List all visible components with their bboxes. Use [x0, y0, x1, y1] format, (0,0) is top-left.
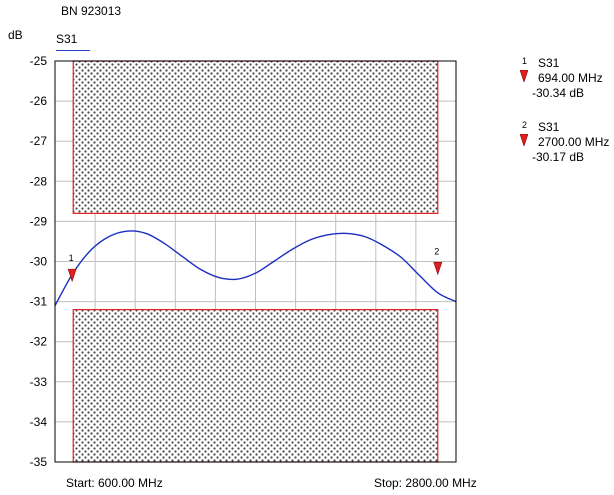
y-tick-label: -29 — [30, 214, 48, 228]
legend-marker-index: 1 — [522, 56, 528, 66]
y-tick-label: -33 — [30, 375, 48, 389]
y-tick-label: -32 — [30, 335, 48, 349]
chart-title: BN 923013 — [61, 4, 122, 18]
trace-line-s31 — [54, 230, 457, 306]
y-tick-labels: -25 -26 -27 -28 -29 -30 -31 -32 -33 -34 -35 — [30, 54, 48, 469]
marker-1-triangle — [67, 268, 77, 283]
legend-marker-frequency: 2700.00 MHz — [538, 135, 610, 149]
legend-marker-trace: S31 — [538, 56, 560, 70]
legend-marker-trace: S31 — [538, 120, 560, 134]
y-tick-label: -25 — [30, 54, 48, 68]
legend-marker-value: -30.34 dB — [532, 86, 585, 100]
legend-marker-frequency: 694.00 MHz — [538, 71, 603, 85]
y-tick-label: -35 — [30, 455, 48, 469]
marker-triangle-icon — [520, 70, 528, 82]
y-axis-unit-label: dB — [8, 28, 23, 42]
legend-marker-index: 2 — [522, 120, 528, 130]
marker-triangle-icon — [520, 134, 528, 146]
trace-layer — [54, 230, 457, 306]
marker-1-label: 1 — [69, 253, 74, 263]
y-tick-label: -26 — [30, 94, 48, 108]
y-tick-label: -27 — [30, 134, 48, 148]
limit-mask-1 — [72, 60, 439, 214]
limit-mask-2 — [72, 309, 439, 463]
plot-frame — [54, 60, 457, 463]
y-tick-label: -30 — [30, 255, 48, 269]
start-frequency-label: Start: 600.00 MHz — [66, 476, 163, 490]
y-tick-label: -28 — [30, 174, 48, 188]
marker-layer: 12 — [67, 246, 443, 283]
y-tick-label: -34 — [30, 415, 48, 429]
marker-2-label: 2 — [434, 246, 439, 256]
legend-marker-value: -30.17 dB — [532, 150, 585, 164]
marker-2-triangle — [433, 262, 443, 276]
limit-masks — [72, 60, 439, 463]
trace-tab-underline — [56, 50, 90, 51]
stop-frequency-label: Stop: 2800.00 MHz — [374, 476, 477, 490]
y-tick-label: -31 — [30, 295, 48, 309]
trace-tab-s31[interactable]: S31 — [56, 32, 78, 46]
